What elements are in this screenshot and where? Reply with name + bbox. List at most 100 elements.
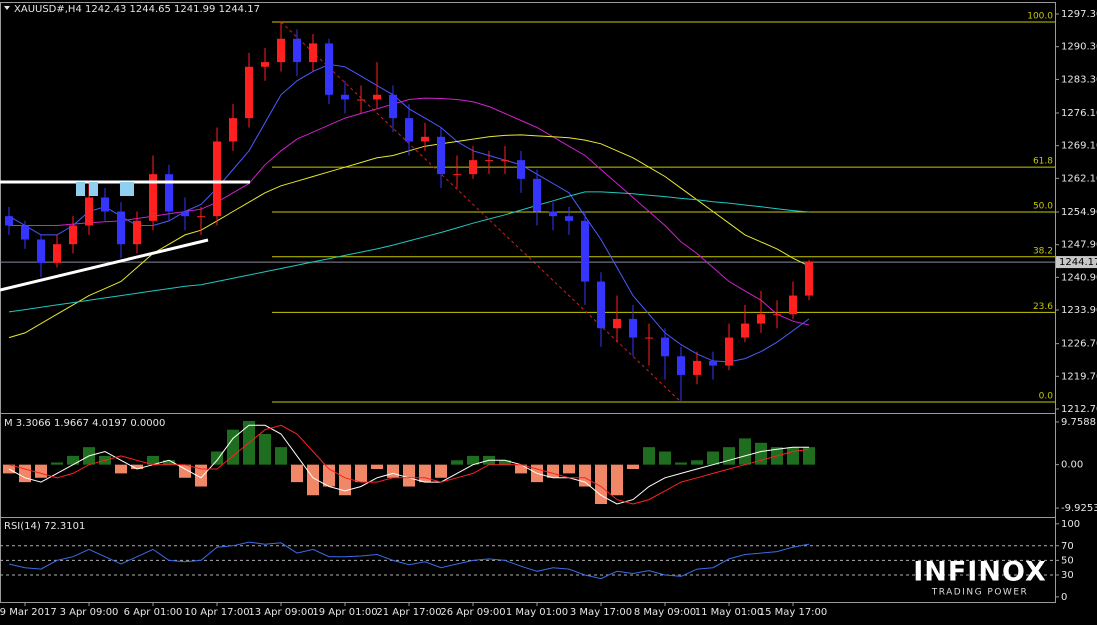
macd-bar bbox=[659, 451, 671, 465]
candle-body bbox=[293, 38, 301, 63]
macd-bar bbox=[787, 447, 799, 465]
fib-label: 38.2 bbox=[1033, 246, 1053, 256]
y-tick-label: 0.00 bbox=[1061, 460, 1083, 471]
y-tick-label: 1219.70 bbox=[1061, 371, 1097, 382]
candle-body bbox=[405, 118, 413, 142]
candle-body bbox=[325, 43, 333, 95]
x-tick-label: 26 Apr 09:00 bbox=[440, 607, 505, 618]
candle-body bbox=[85, 197, 93, 226]
macd-bar bbox=[67, 455, 79, 465]
logo-tagline: TRADING POWER bbox=[931, 588, 1029, 598]
y-tick-label: 1297.30 bbox=[1061, 9, 1097, 20]
candle-body bbox=[549, 211, 557, 217]
y-tick-label: 1226.70 bbox=[1061, 339, 1097, 350]
macd-bar bbox=[547, 464, 559, 478]
macd-bar bbox=[627, 464, 639, 470]
x-tick-label: 11 May 01:00 bbox=[695, 607, 764, 618]
candle-body bbox=[725, 337, 733, 366]
marker-box bbox=[120, 182, 134, 196]
drawings bbox=[0, 180, 250, 292]
x-tick-label: 29 Mar 2017 bbox=[0, 607, 57, 618]
y-tick-label: 1233.90 bbox=[1061, 305, 1097, 316]
macd-bar bbox=[371, 464, 383, 470]
macd-bar bbox=[35, 464, 47, 478]
fib-label: 23.6 bbox=[1033, 302, 1053, 312]
macd-bar bbox=[259, 434, 271, 465]
last-price-label: 1244.17 bbox=[1059, 257, 1097, 268]
last-price-box bbox=[1056, 256, 1097, 269]
candle-body bbox=[453, 174, 461, 176]
y-tick-label: 1254.90 bbox=[1061, 207, 1097, 218]
macd-bar bbox=[643, 447, 655, 465]
candle-body bbox=[613, 318, 621, 329]
candle-body bbox=[149, 174, 157, 221]
x-tick-label: 3 Apr 09:00 bbox=[60, 607, 119, 618]
y-tick-label: 1240.90 bbox=[1061, 272, 1097, 283]
macd-bar bbox=[803, 447, 815, 465]
candle-body bbox=[677, 356, 685, 375]
macd-bar bbox=[19, 464, 31, 483]
candle-body bbox=[229, 118, 237, 142]
macd-bar bbox=[307, 464, 319, 496]
macd-bar bbox=[323, 464, 335, 487]
candle-body bbox=[181, 211, 189, 217]
macd-bar bbox=[115, 464, 127, 474]
candle-body bbox=[661, 337, 669, 357]
rsi-title: RSI(14) 72.3101 bbox=[4, 521, 85, 532]
y-tick-label: 1262.10 bbox=[1061, 173, 1097, 184]
x-tick-label: 19 Apr 01:00 bbox=[312, 607, 377, 618]
y-tick-label: -9.9253 bbox=[1061, 503, 1097, 514]
macd-bar bbox=[467, 455, 479, 465]
x-tick-label: 6 Apr 01:00 bbox=[124, 607, 183, 618]
menu-arrow[interactable] bbox=[4, 6, 10, 10]
macd-bar bbox=[387, 464, 399, 478]
chart-title: XAUUSD#,H4 1242.43 1244.65 1241.99 1244.… bbox=[14, 4, 260, 15]
macd-bar bbox=[707, 451, 719, 465]
macd-bar bbox=[275, 447, 287, 465]
x-tick-label: 3 May 17:00 bbox=[570, 607, 632, 618]
macd-bar bbox=[227, 429, 239, 465]
x-tick-label: 1 May 01:00 bbox=[506, 607, 568, 618]
candle-body bbox=[165, 174, 173, 212]
candle-body bbox=[645, 337, 653, 339]
y-tick-label: 100 bbox=[1061, 519, 1080, 530]
macd-bar bbox=[147, 455, 159, 465]
candle-body bbox=[437, 136, 445, 175]
candle-body bbox=[197, 216, 205, 218]
candle-body bbox=[629, 318, 637, 338]
candle-body bbox=[517, 160, 525, 179]
macd-bar bbox=[355, 464, 367, 483]
candle-body bbox=[261, 62, 269, 67]
candle-body bbox=[757, 314, 765, 324]
candle-body bbox=[133, 220, 141, 245]
y-tick-label: 70 bbox=[1061, 541, 1074, 552]
macd-bar bbox=[211, 451, 223, 465]
macd-title: M 3.3066 1.9667 4.0197 0.0000 bbox=[4, 418, 165, 429]
candle-body bbox=[69, 225, 77, 245]
candle-body bbox=[373, 94, 381, 100]
fib-label: 0.0 bbox=[1039, 392, 1054, 402]
x-tick-label: 10 Apr 17:00 bbox=[184, 607, 249, 618]
candle-body bbox=[533, 178, 541, 212]
candle-body bbox=[469, 160, 477, 175]
candle-body bbox=[581, 220, 589, 282]
macd-bar bbox=[739, 438, 751, 465]
macd-line bbox=[8, 424, 810, 505]
macd-bar bbox=[403, 464, 415, 487]
candle-body bbox=[357, 99, 365, 101]
macd-bar bbox=[499, 460, 511, 465]
plot-layer: 100.0 61.8 50.0 38.2 23.6 0.0 1297.30 1290.30 12… bbox=[0, 9, 1097, 618]
y-tick-label: 1247.90 bbox=[1061, 240, 1097, 251]
candle-body bbox=[245, 66, 253, 119]
candle-body bbox=[117, 211, 125, 245]
macd-bar bbox=[451, 460, 463, 465]
macd-bar bbox=[595, 464, 607, 505]
candle-body bbox=[341, 94, 349, 100]
macd-bar bbox=[515, 464, 527, 474]
support-line bbox=[0, 238, 209, 292]
x-tick-label: 15 May 17:00 bbox=[759, 607, 828, 618]
moving-average bbox=[8, 191, 810, 313]
fib-label: 50.0 bbox=[1033, 201, 1053, 211]
x-tick-label: 8 May 09:00 bbox=[634, 607, 696, 618]
marker-box bbox=[76, 182, 85, 196]
